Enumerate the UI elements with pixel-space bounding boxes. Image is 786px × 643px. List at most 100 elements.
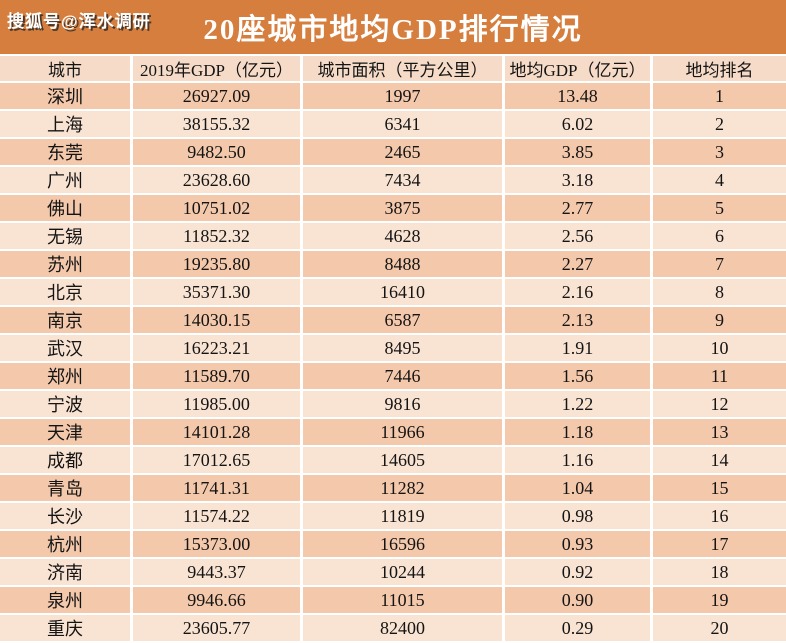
cell-gdp-2019: 38155.32 — [133, 111, 303, 139]
header-row: 城市 2019年GDP（亿元） 城市面积（平方公里） 地均GDP（亿元） 地均排名 — [0, 56, 786, 83]
cell-area: 7446 — [303, 363, 505, 391]
cell-gdp-2019: 23628.60 — [133, 167, 303, 195]
cell-area: 1997 — [303, 83, 505, 111]
cell-area: 9816 — [303, 391, 505, 419]
cell-gdp-2019: 35371.30 — [133, 279, 303, 307]
cell-area: 11015 — [303, 587, 505, 615]
cell-area: 10244 — [303, 559, 505, 587]
table-row: 上海 38155.32 6341 6.02 2 — [0, 111, 786, 139]
cell-gdp-per-area: 3.85 — [505, 139, 653, 167]
cell-city: 东莞 — [0, 139, 133, 167]
cell-rank: 5 — [653, 195, 786, 223]
cell-city: 青岛 — [0, 475, 133, 503]
table-row: 成都 17012.65 14605 1.16 14 — [0, 447, 786, 475]
gdp-table: 城市 2019年GDP（亿元） 城市面积（平方公里） 地均GDP（亿元） 地均排名 深圳… — [0, 56, 786, 643]
cell-rank: 7 — [653, 251, 786, 279]
cell-rank: 15 — [653, 475, 786, 503]
cell-gdp-per-area: 1.16 — [505, 447, 653, 475]
table-row: 青岛 11741.31 11282 1.04 15 — [0, 475, 786, 503]
cell-gdp-2019: 11574.22 — [133, 503, 303, 531]
cell-city: 上海 — [0, 111, 133, 139]
cell-gdp-2019: 11852.32 — [133, 223, 303, 251]
cell-area: 16410 — [303, 279, 505, 307]
cell-rank: 8 — [653, 279, 786, 307]
column-header-gdp-2019: 2019年GDP（亿元） — [133, 56, 303, 83]
cell-gdp-2019: 14030.15 — [133, 307, 303, 335]
cell-area: 2465 — [303, 139, 505, 167]
cell-area: 8495 — [303, 335, 505, 363]
cell-city: 泉州 — [0, 587, 133, 615]
table-row: 长沙 11574.22 11819 0.98 16 — [0, 503, 786, 531]
table-row: 北京 35371.30 16410 2.16 8 — [0, 279, 786, 307]
cell-city: 南京 — [0, 307, 133, 335]
cell-gdp-per-area: 0.98 — [505, 503, 653, 531]
cell-gdp-2019: 23605.77 — [133, 615, 303, 643]
cell-gdp-per-area: 2.16 — [505, 279, 653, 307]
cell-gdp-per-area: 1.22 — [505, 391, 653, 419]
cell-rank: 18 — [653, 559, 786, 587]
cell-city: 北京 — [0, 279, 133, 307]
table-row: 无锡 11852.32 4628 2.56 6 — [0, 223, 786, 251]
cell-city: 广州 — [0, 167, 133, 195]
table-row: 苏州 19235.80 8488 2.27 7 — [0, 251, 786, 279]
cell-rank: 19 — [653, 587, 786, 615]
cell-city: 无锡 — [0, 223, 133, 251]
cell-rank: 4 — [653, 167, 786, 195]
cell-rank: 9 — [653, 307, 786, 335]
cell-gdp-per-area: 0.93 — [505, 531, 653, 559]
cell-city: 长沙 — [0, 503, 133, 531]
cell-gdp-per-area: 1.91 — [505, 335, 653, 363]
cell-area: 11819 — [303, 503, 505, 531]
cell-area: 11282 — [303, 475, 505, 503]
table-row: 南京 14030.15 6587 2.13 9 — [0, 307, 786, 335]
cell-rank: 16 — [653, 503, 786, 531]
cell-gdp-per-area: 3.18 — [505, 167, 653, 195]
cell-gdp-per-area: 0.29 — [505, 615, 653, 643]
cell-gdp-2019: 14101.28 — [133, 419, 303, 447]
cell-city: 武汉 — [0, 335, 133, 363]
cell-area: 16596 — [303, 531, 505, 559]
cell-rank: 10 — [653, 335, 786, 363]
table-row: 郑州 11589.70 7446 1.56 11 — [0, 363, 786, 391]
table-body: 深圳 26927.09 1997 13.48 1 上海 38155.32 6341 6.02 2 东… — [0, 83, 786, 643]
cell-gdp-per-area: 2.77 — [505, 195, 653, 223]
column-header-city: 城市 — [0, 56, 133, 83]
cell-gdp-2019: 11589.70 — [133, 363, 303, 391]
cell-city: 苏州 — [0, 251, 133, 279]
cell-city: 深圳 — [0, 83, 133, 111]
table-row: 天津 14101.28 11966 1.18 13 — [0, 419, 786, 447]
cell-gdp-per-area: 1.18 — [505, 419, 653, 447]
cell-gdp-per-area: 6.02 — [505, 111, 653, 139]
cell-area: 11966 — [303, 419, 505, 447]
cell-rank: 11 — [653, 363, 786, 391]
cell-rank: 13 — [653, 419, 786, 447]
cell-city: 天津 — [0, 419, 133, 447]
table-row: 重庆 23605.77 82400 0.29 20 — [0, 615, 786, 643]
cell-rank: 2 — [653, 111, 786, 139]
table-row: 杭州 15373.00 16596 0.93 17 — [0, 531, 786, 559]
column-header-rank: 地均排名 — [653, 56, 786, 83]
table-row: 佛山 10751.02 3875 2.77 5 — [0, 195, 786, 223]
cell-area: 6587 — [303, 307, 505, 335]
cell-rank: 1 — [653, 83, 786, 111]
cell-gdp-per-area: 2.13 — [505, 307, 653, 335]
cell-gdp-per-area: 1.56 — [505, 363, 653, 391]
page-title: 20座城市地均GDP排行情况 — [203, 14, 583, 46]
cell-city: 重庆 — [0, 615, 133, 643]
cell-area: 7434 — [303, 167, 505, 195]
cell-gdp-2019: 11741.31 — [133, 475, 303, 503]
cell-rank: 6 — [653, 223, 786, 251]
table-row: 宁波 11985.00 9816 1.22 12 — [0, 391, 786, 419]
title-bar: 搜狐号@浑水调研 20座城市地均GDP排行情况 — [0, 0, 786, 56]
cell-city: 郑州 — [0, 363, 133, 391]
cell-gdp-per-area: 13.48 — [505, 83, 653, 111]
cell-gdp-per-area: 0.90 — [505, 587, 653, 615]
table-row: 东莞 9482.50 2465 3.85 3 — [0, 139, 786, 167]
table-row: 深圳 26927.09 1997 13.48 1 — [0, 83, 786, 111]
column-header-gdp-per-area: 地均GDP（亿元） — [505, 56, 653, 83]
column-header-area: 城市面积（平方公里） — [303, 56, 505, 83]
cell-gdp-2019: 26927.09 — [133, 83, 303, 111]
cell-gdp-2019: 17012.65 — [133, 447, 303, 475]
cell-area: 3875 — [303, 195, 505, 223]
cell-city: 成都 — [0, 447, 133, 475]
